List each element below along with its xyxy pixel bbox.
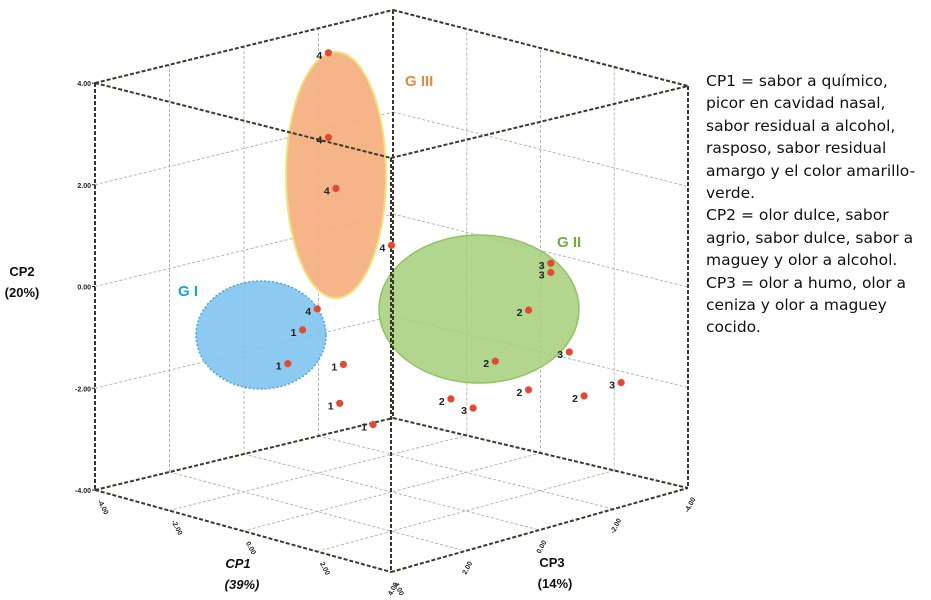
data-point-label-0: 4 bbox=[316, 50, 322, 62]
axis-label-cp2: CP2 bbox=[9, 264, 34, 279]
data-point-12 bbox=[525, 306, 533, 314]
data-point-label-6: 1 bbox=[276, 361, 282, 373]
data-point-14 bbox=[491, 357, 499, 365]
tick-cp2-2: 0.00 bbox=[77, 285, 91, 292]
grid-left-h-0 bbox=[94, 315, 394, 389]
group-label-g3: G III bbox=[405, 73, 433, 90]
tick-cp3-1: 2.00 bbox=[462, 561, 475, 576]
grid-floor-a-2 bbox=[318, 435, 614, 510]
group-label-g2: G II bbox=[557, 234, 581, 251]
data-point-11 bbox=[547, 268, 555, 277]
data-point-10 bbox=[547, 259, 555, 267]
data-point-16 bbox=[447, 395, 455, 403]
data-point-5 bbox=[299, 326, 307, 334]
data-point-label-13: 3 bbox=[557, 349, 563, 361]
data-point-label-2: 4 bbox=[324, 185, 330, 197]
tick-cp1-2: 0.00 bbox=[244, 541, 257, 556]
tick-cp1-3: 2.00 bbox=[318, 561, 331, 576]
data-point-18 bbox=[580, 392, 588, 400]
data-point-label-17: 3 bbox=[461, 405, 467, 417]
grid-floor-b-2 bbox=[316, 470, 615, 552]
annotation-cp1: CP1 = sabor a químico, picor en cavidad … bbox=[706, 72, 916, 203]
data-point-2 bbox=[332, 184, 340, 192]
data-point-label-4: 4 bbox=[305, 306, 311, 318]
data-point-label-12: 2 bbox=[517, 307, 523, 319]
data-point-1 bbox=[324, 133, 333, 141]
axis-pct-cp1: (39%) bbox=[225, 577, 260, 592]
data-point-label-15: 2 bbox=[517, 387, 523, 399]
data-point-0 bbox=[324, 49, 332, 57]
component-description: CP1 = sabor a químico, picor en cavidad … bbox=[706, 70, 928, 339]
tick-cp1-1: -2.00 bbox=[169, 519, 183, 536]
data-point-4 bbox=[313, 305, 321, 313]
data-point-label-14: 2 bbox=[483, 358, 489, 370]
tick-cp2-4: 4.00 bbox=[77, 81, 91, 88]
axis-pct-cp2: (20%) bbox=[5, 285, 40, 300]
group-label-g1: G I bbox=[178, 283, 198, 300]
data-point-label-10: 3 bbox=[539, 260, 545, 272]
ellipse-g1 bbox=[195, 280, 327, 390]
box-frame bbox=[94, 9, 689, 573]
tick-cp3-4: -4.00 bbox=[684, 497, 698, 514]
data-point-label-7: 1 bbox=[331, 361, 337, 373]
axis-label-cp1: CP1 bbox=[225, 556, 250, 571]
data-point-15 bbox=[524, 386, 533, 394]
data-point-13 bbox=[565, 348, 573, 356]
data-point-label-1: 4 bbox=[317, 134, 323, 146]
grid-floor-a-0 bbox=[169, 471, 466, 552]
grid-back-h-2 bbox=[392, 111, 689, 187]
data-point-7 bbox=[339, 360, 347, 368]
data-point-label-3: 4 bbox=[380, 242, 386, 254]
annotation-cp3: CP3 = olor a humo, olor a ceniza y olor … bbox=[706, 273, 907, 337]
ellipse-g3 bbox=[285, 51, 387, 299]
tick-cp2-3: 2.00 bbox=[77, 183, 91, 190]
tick-cp3-2: 0.00 bbox=[536, 540, 549, 555]
data-point-17 bbox=[469, 404, 477, 412]
tick-cp3-3: -2.00 bbox=[610, 518, 624, 535]
data-point-label-16: 2 bbox=[439, 396, 445, 408]
data-point-19 bbox=[617, 379, 625, 387]
grid-floor-b-1 bbox=[242, 452, 541, 532]
grid-floor-b-0 bbox=[168, 435, 467, 511]
tick-cp2-1: -2.00 bbox=[75, 386, 91, 393]
axis-label-cp3: CP3 bbox=[539, 555, 564, 570]
tick-cp2-0: -4.00 bbox=[75, 488, 91, 495]
data-point-label-18: 2 bbox=[572, 393, 578, 405]
data-point-8 bbox=[336, 399, 344, 407]
data-point-label-19: 3 bbox=[609, 380, 615, 392]
annotation-cp2: CP2 = olor dulce, sabor agrio, sabor dul… bbox=[706, 206, 914, 270]
axis-pct-cp3: (14%) bbox=[538, 576, 573, 591]
data-point-label-9: 1 bbox=[361, 422, 367, 434]
data-point-label-11: 3 bbox=[539, 270, 545, 282]
ellipse-g2 bbox=[378, 234, 580, 384]
data-point-9 bbox=[369, 421, 377, 429]
data-point-3 bbox=[387, 241, 396, 249]
data-point-label-5: 1 bbox=[291, 327, 297, 339]
data-point-6 bbox=[284, 360, 292, 368]
data-point-label-8: 1 bbox=[328, 400, 334, 412]
tick-cp1-0: -4.00 bbox=[95, 499, 109, 516]
